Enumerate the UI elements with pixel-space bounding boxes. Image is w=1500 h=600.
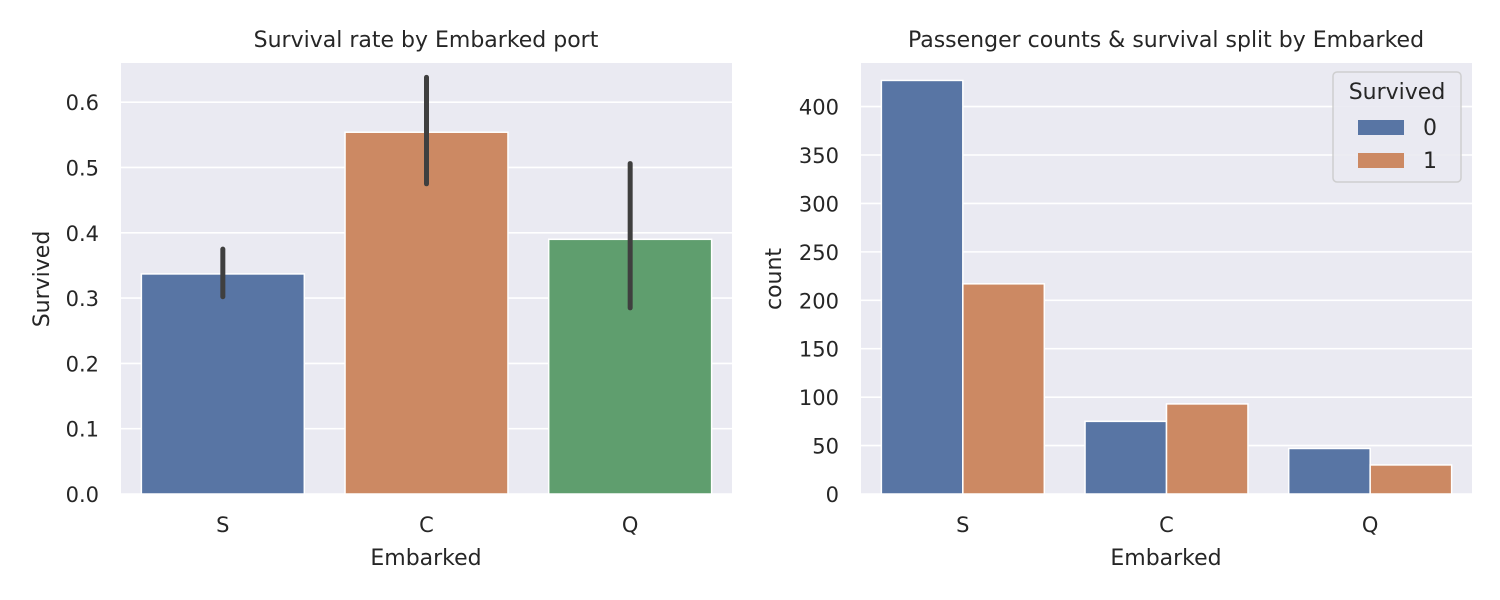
x-tick-label: C [1159, 513, 1174, 537]
y-tick-label: 350 [799, 144, 839, 168]
x-tick-label: S [956, 513, 969, 537]
y-tick-label: 0.1 [66, 418, 99, 442]
y-tick-label: 200 [799, 289, 839, 313]
y-tick-label: 50 [812, 435, 839, 459]
y-tick-label: 400 [799, 96, 839, 120]
x-axis-label: Embarked [1110, 546, 1221, 571]
bar-series-0-Q [1287, 447, 1371, 495]
bars [880, 79, 1453, 495]
bar-series-1-C [1165, 403, 1249, 495]
y-tick-label: 0.5 [66, 156, 99, 180]
survival-rate-chart: 0.0 0.1 0.2 0.3 0.4 0.5 0.6 S C Q Survival rate … [30, 28, 732, 571]
bar-series-0-C [1084, 420, 1168, 495]
bar-series-1-S [962, 283, 1046, 495]
y-tick-label: 300 [799, 192, 839, 216]
x-axis-label: Embarked [370, 546, 481, 571]
bar-Q [547, 238, 713, 495]
legend-swatch-1 [1358, 153, 1404, 168]
y-tick-label: 100 [799, 386, 839, 410]
x-tick-label: S [216, 513, 229, 537]
bar-S [140, 273, 306, 495]
y-axis-label: count [762, 248, 787, 310]
y-tick-label: 0.3 [66, 287, 99, 311]
y-tick-label: 250 [799, 241, 839, 265]
y-tick-label: 0.6 [66, 91, 99, 115]
chart-title: Survival rate by Embarked port [254, 28, 599, 53]
x-tick-label: Q [1362, 513, 1379, 537]
legend-label-1: 1 [1423, 149, 1437, 174]
chart-title: Passenger counts & survival split by Emb… [908, 28, 1424, 53]
bar-C [344, 131, 509, 495]
legend: Survived 0 1 [1332, 71, 1462, 183]
y-tick-label: 0.2 [66, 352, 99, 376]
y-tick-label: 0 [826, 483, 839, 507]
legend-title: Survived [1349, 80, 1446, 105]
passenger-count-chart: 0 50 100 150 200 250 300 350 400 S C Q Passenger c… [762, 28, 1472, 571]
bar-series-0-S [880, 79, 964, 495]
legend-label-0: 0 [1423, 116, 1437, 141]
bars [140, 131, 713, 495]
error-bars [220, 74, 633, 311]
y-tick-labels: 0 50 100 150 200 250 300 350 400 [799, 96, 839, 507]
y-tick-label: 150 [799, 338, 839, 362]
x-tick-label: Q [622, 513, 639, 537]
y-tick-label: 0.0 [66, 483, 99, 507]
bar-series-1-Q [1369, 464, 1453, 495]
y-tick-label: 0.4 [66, 222, 99, 246]
x-tick-label: C [419, 513, 434, 537]
y-axis-label: Survived [30, 231, 55, 328]
y-tick-labels: 0.0 0.1 0.2 0.3 0.4 0.5 0.6 [66, 91, 99, 507]
legend-swatch-0 [1358, 120, 1404, 135]
